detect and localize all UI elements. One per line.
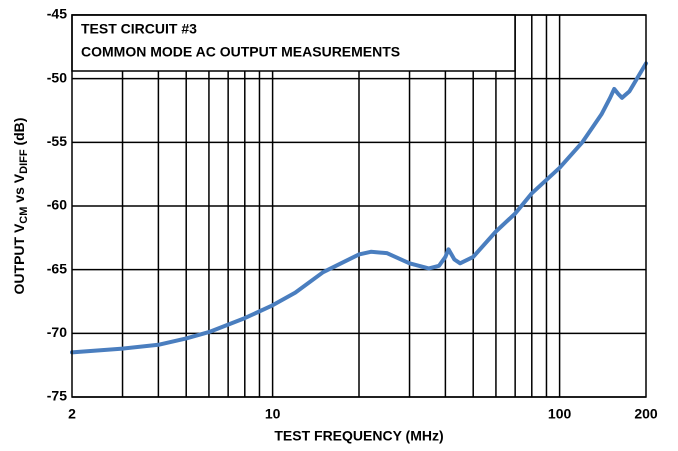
y-axis-label-part: vs V [11, 173, 27, 206]
x-tick-label: 2 [68, 406, 76, 422]
x-tick-label: 10 [265, 406, 281, 422]
y-tick-label: -45 [47, 6, 67, 22]
title-box [71, 14, 516, 72]
y-tick-label: -70 [47, 324, 67, 340]
y-axis-label-part: OUTPUT V [11, 223, 27, 294]
plot-frame [71, 14, 647, 398]
y-tick-label: -60 [47, 197, 67, 213]
chart-title: COMMON MODE AC OUTPUT MEASUREMENTS [81, 44, 400, 60]
y-axis-label-part: DIFF [18, 149, 30, 174]
y-tick-label: -75 [47, 388, 67, 404]
y-tick-label: -50 [47, 69, 67, 85]
y-tick-label: -55 [47, 133, 67, 149]
y-tick-label: -65 [47, 260, 67, 276]
line [70, 61, 648, 355]
x-tick-label: 100 [548, 406, 572, 422]
chart-title: TEST CIRCUIT #3 [81, 21, 197, 37]
x-tick-label: 200 [634, 406, 658, 422]
y-axis-label-part: (dB) [11, 118, 27, 150]
y-axis-label-part: CM [18, 207, 30, 224]
x-axis-label: TEST FREQUENCY (MHz) [274, 428, 443, 444]
y-axis-label: OUTPUT VCM vs VDIFF (dB) [11, 118, 30, 295]
